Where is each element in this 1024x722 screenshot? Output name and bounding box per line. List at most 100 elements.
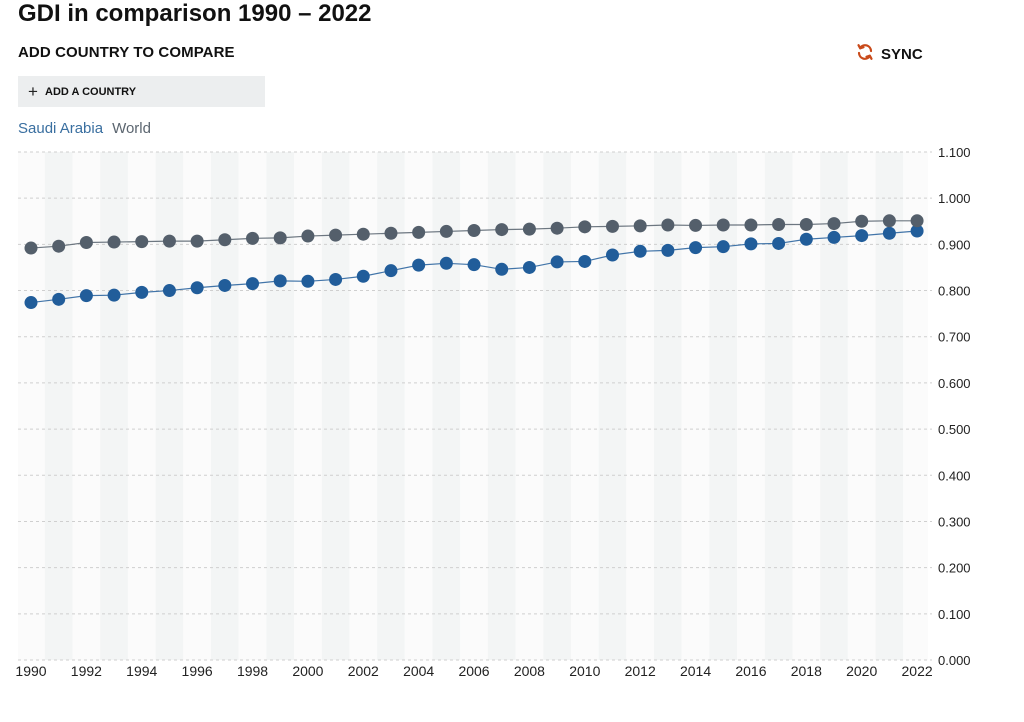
year-band	[515, 152, 544, 660]
data-point-world	[439, 224, 453, 238]
data-point-saudi-arabia	[633, 244, 647, 258]
data-point-saudi-arabia	[522, 260, 536, 274]
x-tick-label: 2012	[625, 663, 656, 679]
year-band	[18, 152, 45, 660]
data-point-world	[910, 214, 924, 228]
data-point-world	[356, 227, 370, 241]
data-point-saudi-arabia	[190, 281, 204, 295]
data-point-saudi-arabia	[910, 224, 924, 238]
x-tick-label: 1996	[182, 663, 213, 679]
x-tick-label: 2022	[902, 663, 933, 679]
year-band	[543, 152, 571, 660]
data-point-saudi-arabia	[799, 232, 813, 246]
sync-label: SYNC	[881, 46, 923, 63]
add-country-button[interactable]: + ADD A COUNTRY	[18, 76, 265, 107]
year-band	[764, 152, 793, 660]
data-point-world	[218, 233, 232, 247]
data-point-world	[79, 236, 93, 250]
data-point-saudi-arabia	[246, 277, 260, 291]
data-point-world	[661, 218, 675, 232]
data-point-world	[24, 241, 38, 255]
data-point-saudi-arabia	[135, 285, 149, 299]
data-point-saudi-arabia	[356, 269, 370, 283]
data-point-saudi-arabia	[827, 230, 841, 244]
data-point-world	[329, 228, 343, 242]
data-point-world	[162, 234, 176, 248]
y-tick-label: 0.300	[938, 514, 971, 529]
data-point-saudi-arabia	[24, 296, 38, 310]
data-point-saudi-arabia	[550, 255, 564, 269]
data-point-saudi-arabia	[52, 292, 66, 306]
year-band	[487, 152, 516, 660]
x-tick-label: 2008	[514, 663, 545, 679]
year-band	[321, 152, 350, 660]
x-tick-label: 2016	[735, 663, 766, 679]
x-tick-label: 1992	[71, 663, 102, 679]
year-band	[210, 152, 239, 660]
year-band	[709, 152, 738, 660]
data-point-world	[52, 239, 66, 253]
y-tick-label: 0.000	[938, 653, 971, 668]
compare-heading: ADD COUNTRY TO COMPARE	[18, 44, 235, 61]
x-tick-label: 1994	[126, 663, 157, 679]
x-tick-label: 2002	[348, 663, 379, 679]
y-tick-label: 0.800	[938, 284, 971, 299]
x-tick-label: 2020	[846, 663, 877, 679]
year-band	[266, 152, 295, 660]
add-country-label: ADD A COUNTRY	[45, 85, 137, 98]
data-point-saudi-arabia	[772, 236, 786, 250]
year-band	[294, 152, 322, 660]
x-tick-label: 1990	[15, 663, 46, 679]
y-tick-label: 0.100	[938, 607, 971, 622]
data-point-world	[135, 235, 149, 249]
data-point-saudi-arabia	[439, 256, 453, 270]
data-point-saudi-arabia	[218, 278, 232, 292]
year-band	[737, 152, 765, 660]
year-band	[681, 152, 710, 660]
y-tick-label: 0.900	[938, 237, 971, 252]
data-point-world	[467, 224, 481, 238]
plus-icon: +	[28, 82, 38, 101]
year-band	[847, 152, 876, 660]
data-point-world	[716, 218, 730, 232]
data-point-saudi-arabia	[495, 262, 509, 276]
data-point-world	[633, 219, 647, 233]
y-tick-label: 0.600	[938, 376, 971, 391]
data-point-world	[246, 231, 260, 245]
x-tick-label: 1998	[237, 663, 268, 679]
legend-world[interactable]: World	[112, 120, 151, 137]
data-point-saudi-arabia	[384, 264, 398, 278]
x-tick-label: 2018	[791, 663, 822, 679]
sync-button[interactable]: SYNC	[855, 42, 923, 67]
x-tick-label: 2000	[292, 663, 323, 679]
year-band	[127, 152, 156, 660]
data-point-saudi-arabia	[716, 240, 730, 254]
data-point-saudi-arabia	[689, 241, 703, 255]
year-band	[183, 152, 211, 660]
data-point-world	[605, 219, 619, 233]
data-point-world	[772, 218, 786, 232]
refresh-arrows-icon	[855, 42, 875, 67]
data-point-world	[412, 225, 426, 239]
data-point-saudi-arabia	[661, 243, 675, 257]
y-tick-label: 1.100	[938, 145, 971, 160]
data-point-saudi-arabia	[162, 284, 176, 298]
y-tick-label: 1.000	[938, 191, 971, 206]
data-point-saudi-arabia	[79, 289, 93, 303]
data-point-saudi-arabia	[855, 229, 869, 243]
y-tick-label: 0.500	[938, 422, 971, 437]
data-point-saudi-arabia	[273, 274, 287, 288]
data-point-saudi-arabia	[744, 237, 758, 251]
data-point-saudi-arabia	[301, 274, 315, 288]
data-point-saudi-arabia	[412, 258, 426, 272]
year-band	[155, 152, 184, 660]
x-tick-label: 2006	[458, 663, 489, 679]
year-band	[570, 152, 599, 660]
legend-saudi-arabia[interactable]: Saudi Arabia	[18, 120, 104, 137]
data-point-world	[273, 231, 287, 245]
y-tick-label: 0.700	[938, 330, 971, 345]
data-point-world	[882, 214, 896, 228]
data-point-world	[578, 220, 592, 234]
data-point-saudi-arabia	[467, 258, 481, 272]
